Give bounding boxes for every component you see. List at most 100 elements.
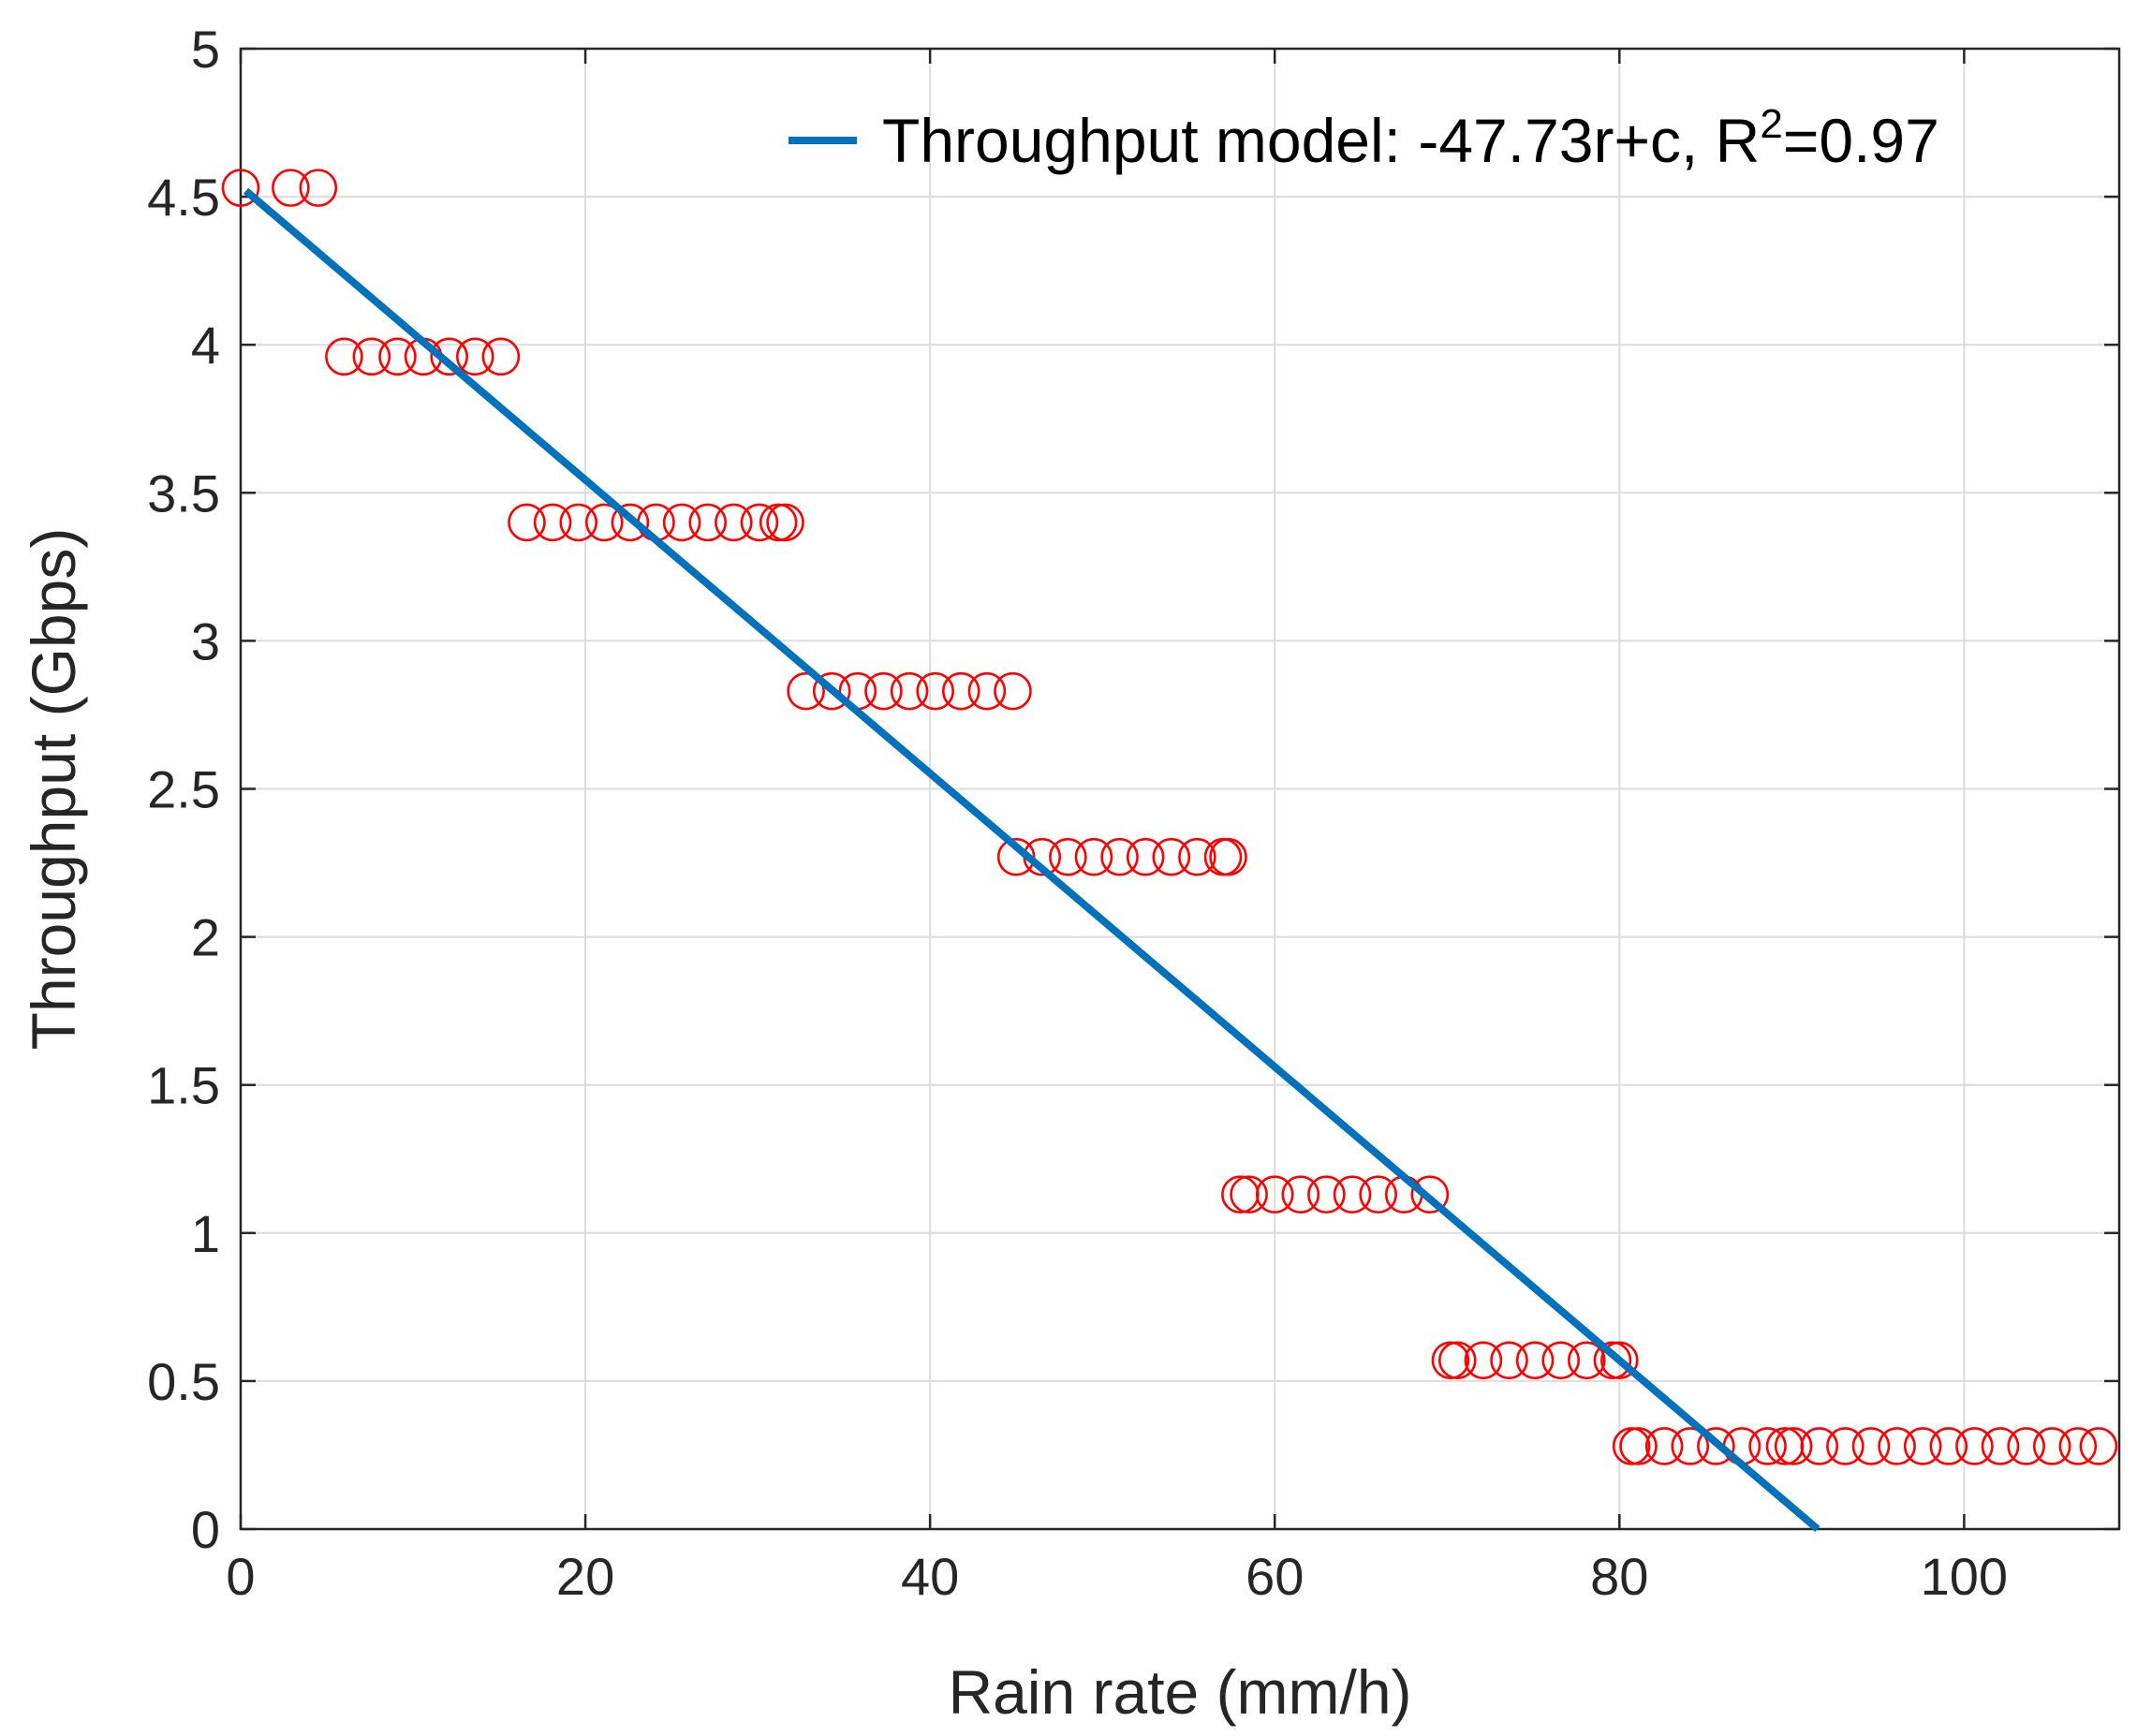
data-point-21 (766, 503, 804, 542)
data-point-72 (1903, 1427, 1942, 1465)
model-line (243, 187, 1820, 1533)
scatter-points (221, 169, 2118, 1465)
data-point-36 (1126, 837, 1165, 876)
x-tick-label-2: 40 (901, 1547, 959, 1606)
data-point-52 (1464, 1341, 1503, 1380)
data-point-42 (1230, 1175, 1268, 1214)
y-tick-label-10: 5 (191, 20, 220, 79)
y-tick-label-3: 1.5 (147, 1056, 220, 1115)
data-point-67 (1774, 1427, 1813, 1465)
data-point-78 (2058, 1427, 2098, 1465)
data-point-60 (1619, 1427, 1658, 1465)
data-point-65 (1748, 1427, 1787, 1465)
data-point-34 (1074, 837, 1113, 876)
data-point-18 (715, 503, 753, 542)
data-point-47 (1359, 1175, 1397, 1214)
x-tick-label-3: 60 (1246, 1547, 1304, 1606)
y-tick-label-7: 3.5 (147, 463, 220, 522)
grid (241, 49, 2119, 1529)
data-point-61 (1644, 1427, 1684, 1465)
legend-label: Throughput model: -47.73r+c, R2=0.97 (882, 101, 1939, 175)
data-point-68 (1800, 1427, 1839, 1465)
data-point-71 (1878, 1427, 1916, 1465)
data-point-5 (378, 337, 417, 376)
data-point-50 (1431, 1341, 1470, 1380)
data-point-9 (481, 337, 521, 376)
x-tick-label-4: 80 (1590, 1547, 1648, 1606)
data-point-43 (1255, 1175, 1294, 1214)
data-point-73 (1929, 1427, 1968, 1465)
x-tick-label-0: 0 (226, 1547, 255, 1606)
y-axis-title: Throughput (Gbps) (19, 528, 88, 1051)
y-tick-label-9: 4.5 (147, 168, 220, 227)
data-point-28 (941, 671, 980, 711)
data-point-22 (787, 671, 825, 711)
data-point-59 (1612, 1427, 1651, 1465)
data-point-55 (1541, 1341, 1581, 1380)
data-point-77 (2032, 1427, 2071, 1465)
y-tick-label-2: 1 (191, 1204, 220, 1263)
data-point-46 (1333, 1175, 1372, 1214)
data-point-8 (455, 337, 494, 376)
y-tick-label-6: 3 (191, 611, 220, 670)
data-point-1 (272, 169, 310, 207)
data-point-38 (1178, 837, 1216, 876)
data-point-13 (585, 503, 624, 542)
data-point-27 (916, 671, 954, 711)
data-point-11 (533, 503, 572, 542)
data-point-49 (1410, 1175, 1450, 1214)
data-point-3 (325, 337, 363, 376)
x-tick-label-5: 100 (1921, 1547, 2008, 1606)
data-point-54 (1515, 1341, 1555, 1380)
axis-ticks: 0 20 40 60 80 100 0 0.5 1 1.5 2 2.5 3 3.5 4 4.5 5 (147, 20, 2119, 1606)
data-point-69 (1826, 1427, 1865, 1465)
data-point-17 (688, 503, 728, 542)
legend: Throughput model: -47.73r+c, R2=0.97 (789, 101, 1939, 175)
data-point-56 (1568, 1341, 1606, 1380)
data-point-45 (1307, 1175, 1346, 1214)
data-point-58 (1599, 1341, 1639, 1380)
data-point-76 (2007, 1427, 2045, 1465)
data-point-63 (1697, 1427, 1735, 1465)
data-point-79 (2079, 1427, 2118, 1465)
data-point-25 (864, 671, 903, 711)
legend-label-superscript: 2 (1760, 101, 1782, 147)
data-point-37 (1152, 837, 1191, 876)
data-point-0 (221, 169, 260, 207)
data-point-51 (1437, 1341, 1477, 1380)
data-point-70 (1851, 1427, 1891, 1465)
data-point-62 (1671, 1427, 1710, 1465)
y-tick-label-5: 2.5 (147, 760, 220, 819)
data-point-23 (812, 671, 851, 711)
x-axis-title: Rain rate (mm/h) (948, 1657, 1411, 1727)
data-point-20 (759, 503, 798, 542)
data-point-30 (994, 671, 1032, 711)
legend-label-tail: =0.97 (1783, 106, 1939, 175)
data-point-53 (1490, 1341, 1528, 1380)
data-point-2 (299, 169, 338, 207)
data-point-29 (967, 671, 1007, 711)
data-point-33 (1049, 837, 1087, 876)
data-point-19 (740, 503, 779, 542)
data-point-35 (1100, 837, 1139, 876)
data-point-4 (352, 337, 391, 376)
data-point-57 (1593, 1341, 1632, 1380)
data-point-40 (1209, 837, 1247, 876)
model-line-layer (243, 187, 1820, 1533)
x-tick-label-1: 20 (556, 1547, 614, 1606)
data-point-41 (1221, 1175, 1260, 1214)
y-tick-label-4: 2 (191, 908, 220, 967)
y-tick-label-8: 4 (191, 316, 220, 375)
data-point-74 (1955, 1427, 1994, 1465)
data-point-10 (508, 503, 546, 542)
y-tick-label-1: 0.5 (147, 1352, 220, 1411)
data-point-44 (1281, 1175, 1320, 1214)
data-point-7 (430, 337, 468, 376)
data-point-16 (662, 503, 701, 542)
y-tick-label-0: 0 (191, 1500, 220, 1559)
legend-label-main: Throughput model: -47.73r+c, R (882, 106, 1760, 175)
data-point-26 (890, 671, 929, 711)
data-point-75 (1981, 1427, 2020, 1465)
data-point-12 (559, 503, 598, 542)
